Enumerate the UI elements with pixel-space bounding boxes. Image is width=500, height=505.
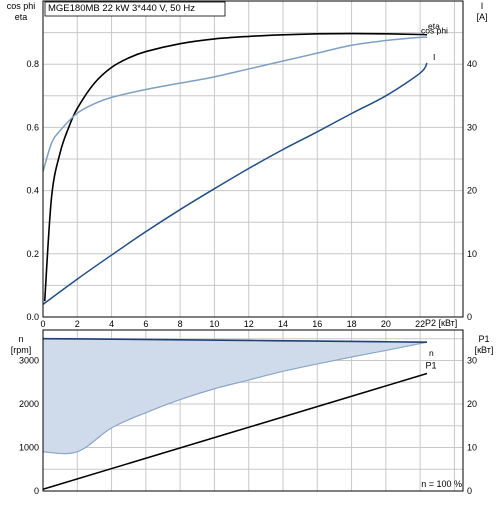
bot-ytick-right-0: 0 [467, 486, 472, 496]
axis-labels: cos phi eta I [A] P2 [кВт] n [rpm] P1 [к… [7, 1, 494, 496]
speed-range-area [43, 338, 427, 454]
top-xtick-4: 4 [109, 319, 114, 329]
series-cos-phi-line [42, 36, 428, 172]
series-label-P1: P1 [425, 361, 436, 371]
title-box [44, 1, 226, 17]
top-xtick-12: 12 [244, 319, 254, 329]
ylabel-left-bot-2: [rpm] [11, 345, 32, 355]
series-label-cos-phi: cos phi [421, 25, 448, 35]
top-xtick-16: 16 [312, 319, 322, 329]
series-label-I: I [433, 52, 435, 62]
top-xtick-10: 10 [209, 319, 219, 329]
top-gridlines [42, 1, 463, 318]
series-n-min-line [42, 341, 428, 455]
top-ytick-right-40: 40 [467, 59, 477, 69]
ylabel-left-top-2: eta [15, 12, 28, 22]
top-ytick-left-0.4: 0.4 [26, 186, 39, 196]
top-plot-frame [42, 0, 464, 318]
top-ytick-left-0: 0.0 [26, 312, 39, 322]
ylabel-right-top-1: I [481, 1, 484, 11]
top-ytick-right-0: 0 [467, 312, 472, 322]
top-xtick-6: 6 [143, 319, 148, 329]
ylabel-right-bot-2: [кВт] [475, 345, 494, 355]
bottom-plot-frame [42, 329, 464, 492]
top-ytick-right-10: 10 [467, 249, 477, 259]
ylabel-left-bot-1: n [18, 334, 23, 344]
bot-ytick-right-20: 20 [467, 399, 477, 409]
ylabel-right-bot-1: P1 [478, 334, 489, 344]
xlabel-top: P2 [кВт] [425, 318, 457, 328]
annotation-n-100: n = 100 % [421, 479, 462, 489]
series-eta-line [43, 32, 428, 302]
top-xtick-2: 2 [75, 319, 80, 329]
top-ytick-right-30: 30 [467, 122, 477, 132]
top-ytick-left-0.8: 0.8 [26, 59, 39, 69]
top-xtick-8: 8 [178, 319, 183, 329]
top-series [42, 32, 428, 305]
series-I-line [42, 62, 428, 305]
bot-ytick-left-3000: 3000 [19, 355, 39, 365]
series-P1-line [42, 372, 428, 490]
bottom-series [42, 337, 428, 490]
top-xtick-20: 20 [381, 319, 391, 329]
ylabel-left-top-1: cos phi [7, 1, 36, 11]
bot-ytick-left-0: 0 [34, 486, 39, 496]
top-ytick-right-20: 20 [467, 186, 477, 196]
top-xtick-22: 22 [415, 319, 425, 329]
top-xtick-18: 18 [347, 319, 357, 329]
top-ytick-left-0.6: 0.6 [26, 122, 39, 132]
bot-ytick-left-1000: 1000 [19, 442, 39, 452]
bot-ytick-right-10: 10 [467, 442, 477, 452]
top-xtick-0: 0 [40, 319, 45, 329]
series-n-line [42, 337, 428, 343]
series-label-eta: eta [428, 21, 440, 31]
series-label-n: n [429, 348, 434, 358]
plot-frames [42, 0, 464, 492]
top-xtick-14: 14 [278, 319, 288, 329]
bot-ytick-left-2000: 2000 [19, 399, 39, 409]
bot-ytick-right-30: 30 [467, 355, 477, 365]
top-ytick-left-0.2: 0.2 [26, 249, 39, 259]
title-box-text: MGE180MB 22 kW 3*440 V, 50 Hz [48, 3, 195, 14]
ylabel-right-top-2: [A] [476, 12, 487, 22]
